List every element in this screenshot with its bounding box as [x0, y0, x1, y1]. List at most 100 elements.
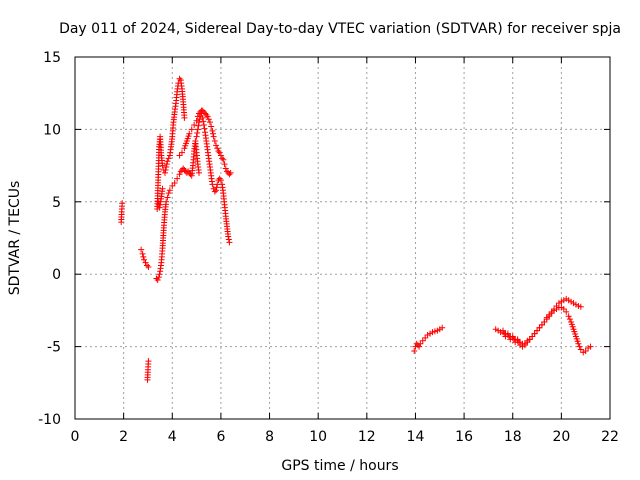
data-point [163, 161, 170, 168]
data-point [563, 308, 570, 315]
data-point [164, 194, 171, 201]
data-point [416, 343, 423, 350]
data-point [193, 133, 200, 140]
data-point [154, 276, 161, 283]
y-tick-label: 5 [52, 195, 61, 211]
data-point [226, 171, 233, 178]
data-point [587, 343, 594, 350]
data-point [203, 111, 210, 118]
data-point [217, 177, 224, 184]
x-tick-label: 18 [504, 429, 522, 445]
data-point [165, 190, 172, 197]
data-point [226, 239, 233, 246]
x-axis-label: GPS time / hours [281, 458, 398, 474]
chart-title: Day 011 of 2024, Sidereal Day-to-day VTE… [59, 21, 621, 37]
data-point [163, 164, 170, 171]
data-series-sdtvar [118, 75, 594, 383]
data-point [119, 200, 126, 207]
data-point [142, 259, 149, 266]
data-point [191, 122, 198, 129]
data-point [186, 130, 193, 137]
data-point [210, 133, 217, 140]
data-point [216, 149, 223, 156]
y-tick-label: -5 [47, 340, 61, 356]
data-point [575, 340, 582, 347]
data-point [188, 126, 195, 133]
data-point [166, 187, 173, 194]
data-point [214, 145, 221, 152]
y-tick-label: 10 [43, 122, 61, 138]
x-tick-label: 0 [71, 429, 80, 445]
data-point [566, 316, 573, 323]
data-point [159, 185, 166, 192]
data-point [195, 122, 202, 129]
y-tick-label: 0 [52, 267, 61, 283]
data-point [165, 155, 172, 162]
data-point [211, 188, 218, 195]
data-point [200, 122, 207, 129]
plot-frame [74, 56, 611, 420]
data-point [145, 263, 152, 270]
data-point [227, 169, 234, 176]
data-point [200, 118, 207, 125]
data-point [206, 119, 213, 126]
data-point [515, 339, 522, 346]
x-tick-label: 16 [455, 429, 473, 445]
data-point [143, 262, 150, 269]
data-point [576, 343, 583, 350]
data-point [179, 149, 185, 156]
data-point [509, 333, 516, 340]
data-point [204, 113, 211, 120]
data-point [199, 114, 206, 121]
data-point [222, 165, 229, 172]
data-point [208, 123, 215, 130]
data-point [141, 256, 148, 263]
data-point [577, 303, 584, 310]
data-point [209, 127, 216, 134]
x-tick-label: 10 [309, 429, 327, 445]
x-tick-label: 22 [601, 429, 619, 445]
data-point [219, 155, 226, 162]
data-point [145, 358, 152, 365]
data-point [181, 114, 188, 121]
y-axis-label: SDTVAR / TECUs [7, 181, 23, 296]
x-tick-label: 8 [265, 429, 274, 445]
x-tick-label: 6 [216, 429, 225, 445]
data-point [196, 116, 203, 123]
data-point [159, 162, 166, 169]
data-point [201, 125, 208, 132]
data-point [194, 126, 201, 133]
data-point [138, 246, 145, 253]
data-point [221, 161, 228, 168]
x-tick-label: 2 [119, 429, 128, 445]
data-point [176, 75, 183, 82]
y-tick-label: -10 [38, 412, 61, 428]
data-point [220, 156, 227, 163]
data-point [216, 175, 223, 182]
data-point [162, 166, 169, 173]
data-point [439, 324, 446, 331]
data-point [194, 130, 201, 137]
data-point [139, 250, 146, 257]
x-tick-label: 14 [407, 429, 425, 445]
data-point [140, 253, 147, 260]
data-point [205, 116, 212, 123]
data-point [211, 137, 218, 144]
data-point [500, 327, 506, 334]
data-point [213, 187, 220, 194]
data-point [217, 152, 224, 159]
data-point [514, 336, 521, 343]
data-point [171, 179, 178, 186]
x-tick-label: 12 [358, 429, 376, 445]
data-point [196, 119, 203, 126]
data-point [213, 142, 220, 149]
data-point [155, 274, 162, 281]
data-point [504, 330, 511, 337]
data-point [213, 184, 220, 191]
axis-ticks: 0 2 4 6 8 10 12 14 16 18 20 22 -10 -5 0 5 10 15 [38, 50, 619, 445]
data-point [176, 171, 183, 178]
data-point [161, 169, 168, 176]
data-point [198, 110, 205, 117]
